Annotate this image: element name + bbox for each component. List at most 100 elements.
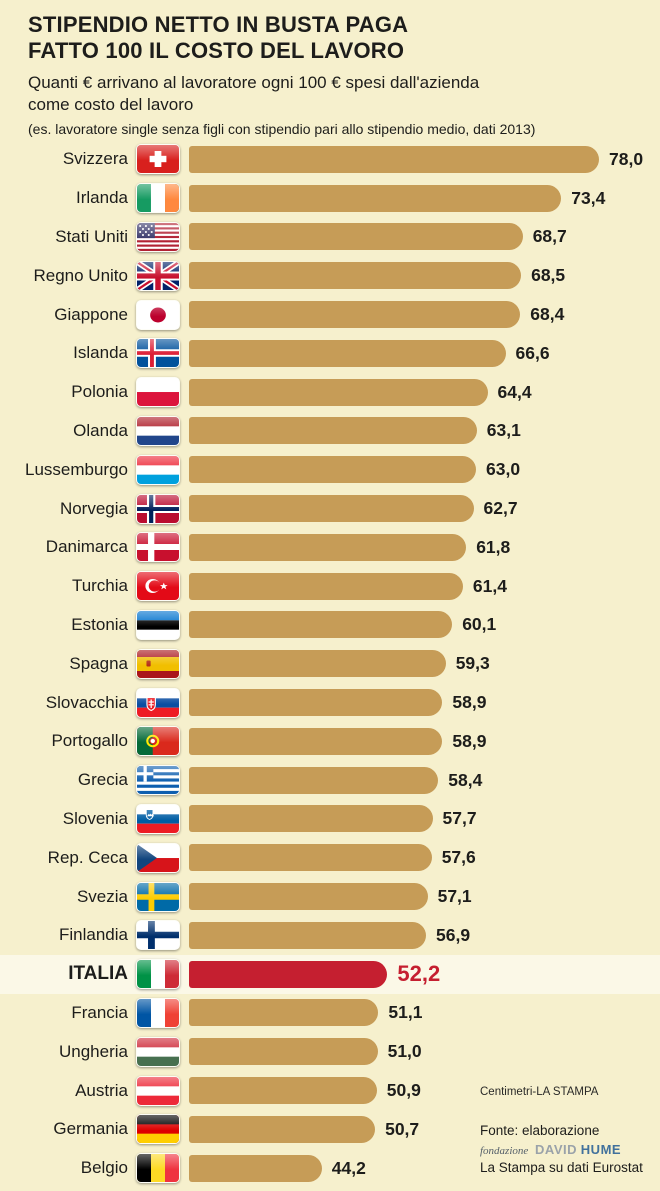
logo-hume-text: HUME [580, 1141, 622, 1157]
flag-gloss [137, 494, 179, 523]
value-label: 56,9 [436, 924, 471, 945]
chart-row-ee: Estonia 60,1 [0, 606, 660, 645]
flag-icon-cz [136, 842, 180, 873]
flag-gloss [137, 1076, 179, 1105]
country-label: Rep. Ceca [47, 847, 128, 867]
chart-row-de: Germania 50,7 [0, 1110, 660, 1149]
country-label: Ungheria [59, 1041, 128, 1061]
value-label: 57,1 [437, 886, 472, 907]
flag-gloss [137, 921, 179, 950]
flag-icon-no [136, 493, 180, 524]
flag-gloss [137, 960, 179, 989]
flag-icon-hu [136, 1036, 180, 1067]
chart-row-jp: Giappone 68,4 [0, 295, 660, 334]
flag-icon-lu [136, 454, 180, 485]
country-label: Finlandia [59, 925, 128, 945]
value-bar [189, 611, 453, 639]
flag-icon-sk [136, 687, 180, 718]
chart-subtitle-line2: come costo del lavoro [28, 95, 194, 115]
flag-gloss [137, 455, 179, 484]
flag-gloss [137, 184, 179, 213]
source-line1: Fonte: elaborazione [480, 1123, 600, 1138]
country-label: Regno Unito [33, 265, 128, 285]
chart-row-tr: Turchia 61,4 [0, 567, 660, 606]
flag-gloss [137, 222, 179, 251]
value-bar [189, 262, 522, 290]
flag-gloss [137, 649, 179, 678]
chart-row-se: Svezia 57,1 [0, 877, 660, 916]
flag-icon-de [136, 1114, 180, 1145]
flag-gloss [137, 804, 179, 833]
value-bar [189, 805, 433, 833]
value-label: 50,9 [386, 1080, 421, 1101]
flag-gloss [137, 1037, 179, 1066]
value-label: 78,0 [609, 148, 644, 169]
source-block: Fonte: elaborazione fondazione DAVID HUM… [480, 1122, 643, 1177]
chart-row-nl: Olanda 63,1 [0, 412, 660, 451]
chart-row-it: ITALIA 52,2 [0, 954, 660, 994]
credit-label: Centimetri-LA STAMPA [480, 1086, 599, 1098]
value-label: 51,0 [387, 1041, 422, 1062]
flag-icon-pt [136, 726, 180, 757]
flag-gloss [137, 766, 179, 795]
value-bar [189, 960, 388, 988]
flag-icon-pl [136, 377, 180, 408]
chart-subtitle: Quanti € arrivano al lavoratore ogni 100… [28, 72, 644, 117]
flag-icon-jp [136, 299, 180, 330]
page-title: STIPENDIO NETTO IN BUSTA PAGA FATTO 100 … [28, 12, 644, 65]
country-label: Norvegia [59, 498, 128, 518]
flag-icon-be [136, 1153, 180, 1184]
country-label: Germania [53, 1119, 128, 1139]
value-bar [189, 533, 467, 561]
chart-row-ch: Svizzera 78,0 [0, 140, 660, 179]
country-label: Danimarca [45, 537, 128, 557]
chart-row-dk: Danimarca 61,8 [0, 528, 660, 567]
value-label: 68,4 [530, 304, 565, 325]
value-label: 58,4 [448, 769, 483, 790]
country-label: Austria [75, 1080, 128, 1100]
chart-row-es: Spagna 59,3 [0, 644, 660, 683]
value-label: 63,0 [486, 459, 521, 480]
chart-subtitle-line1: Quanti € arrivano al lavoratore ogni 100… [28, 72, 480, 92]
country-label: Turchia [71, 576, 128, 596]
source-line2: La Stampa su dati Eurostat [480, 1160, 643, 1176]
chart-row-si: Slovenia 57,7 [0, 800, 660, 839]
country-label: Grecia [77, 770, 128, 790]
logo-david-text: DAVID [535, 1141, 578, 1157]
flag-gloss [137, 145, 179, 174]
value-bar [189, 1154, 322, 1182]
value-label: 52,2 [397, 961, 441, 987]
value-label: 73,4 [571, 187, 606, 208]
flag-gloss [137, 300, 179, 329]
value-label: 63,1 [486, 420, 521, 441]
chart-row-gr: Grecia 58,4 [0, 761, 660, 800]
country-label: Lussemburgo [24, 459, 128, 479]
logo-fondazione-text: fondazione [480, 1144, 529, 1157]
flag-icon-tr [136, 571, 180, 602]
flag-icon-fr [136, 997, 180, 1028]
chart-note: (es. lavoratore single senza figli con s… [28, 120, 536, 137]
flag-gloss [137, 727, 179, 756]
value-bar [189, 223, 523, 251]
value-label: 58,9 [452, 692, 487, 713]
chart-row-be: Belgio 44,2 [0, 1149, 660, 1188]
country-label: Irlanda [76, 188, 128, 208]
value-bar [189, 184, 562, 212]
country-label: Estonia [71, 614, 128, 634]
value-label: 62,7 [483, 498, 518, 519]
flag-gloss [137, 572, 179, 601]
value-bar [189, 495, 474, 523]
chart-row-fi: Finlandia 56,9 [0, 916, 660, 955]
flag-icon-gb [136, 260, 180, 291]
country-label: Polonia [71, 382, 128, 402]
flag-icon-ch [136, 144, 180, 175]
flag-gloss [137, 843, 179, 872]
chart-row-fr: Francia 51,1 [0, 994, 660, 1033]
flag-icon-at [136, 1075, 180, 1106]
chart-row-pl: Polonia 64,4 [0, 373, 660, 412]
country-label: Stati Uniti [55, 226, 128, 246]
country-label: Spagna [69, 653, 128, 673]
value-label: 44,2 [331, 1157, 366, 1178]
country-label: Belgio [80, 1158, 128, 1178]
value-bar [189, 999, 379, 1027]
